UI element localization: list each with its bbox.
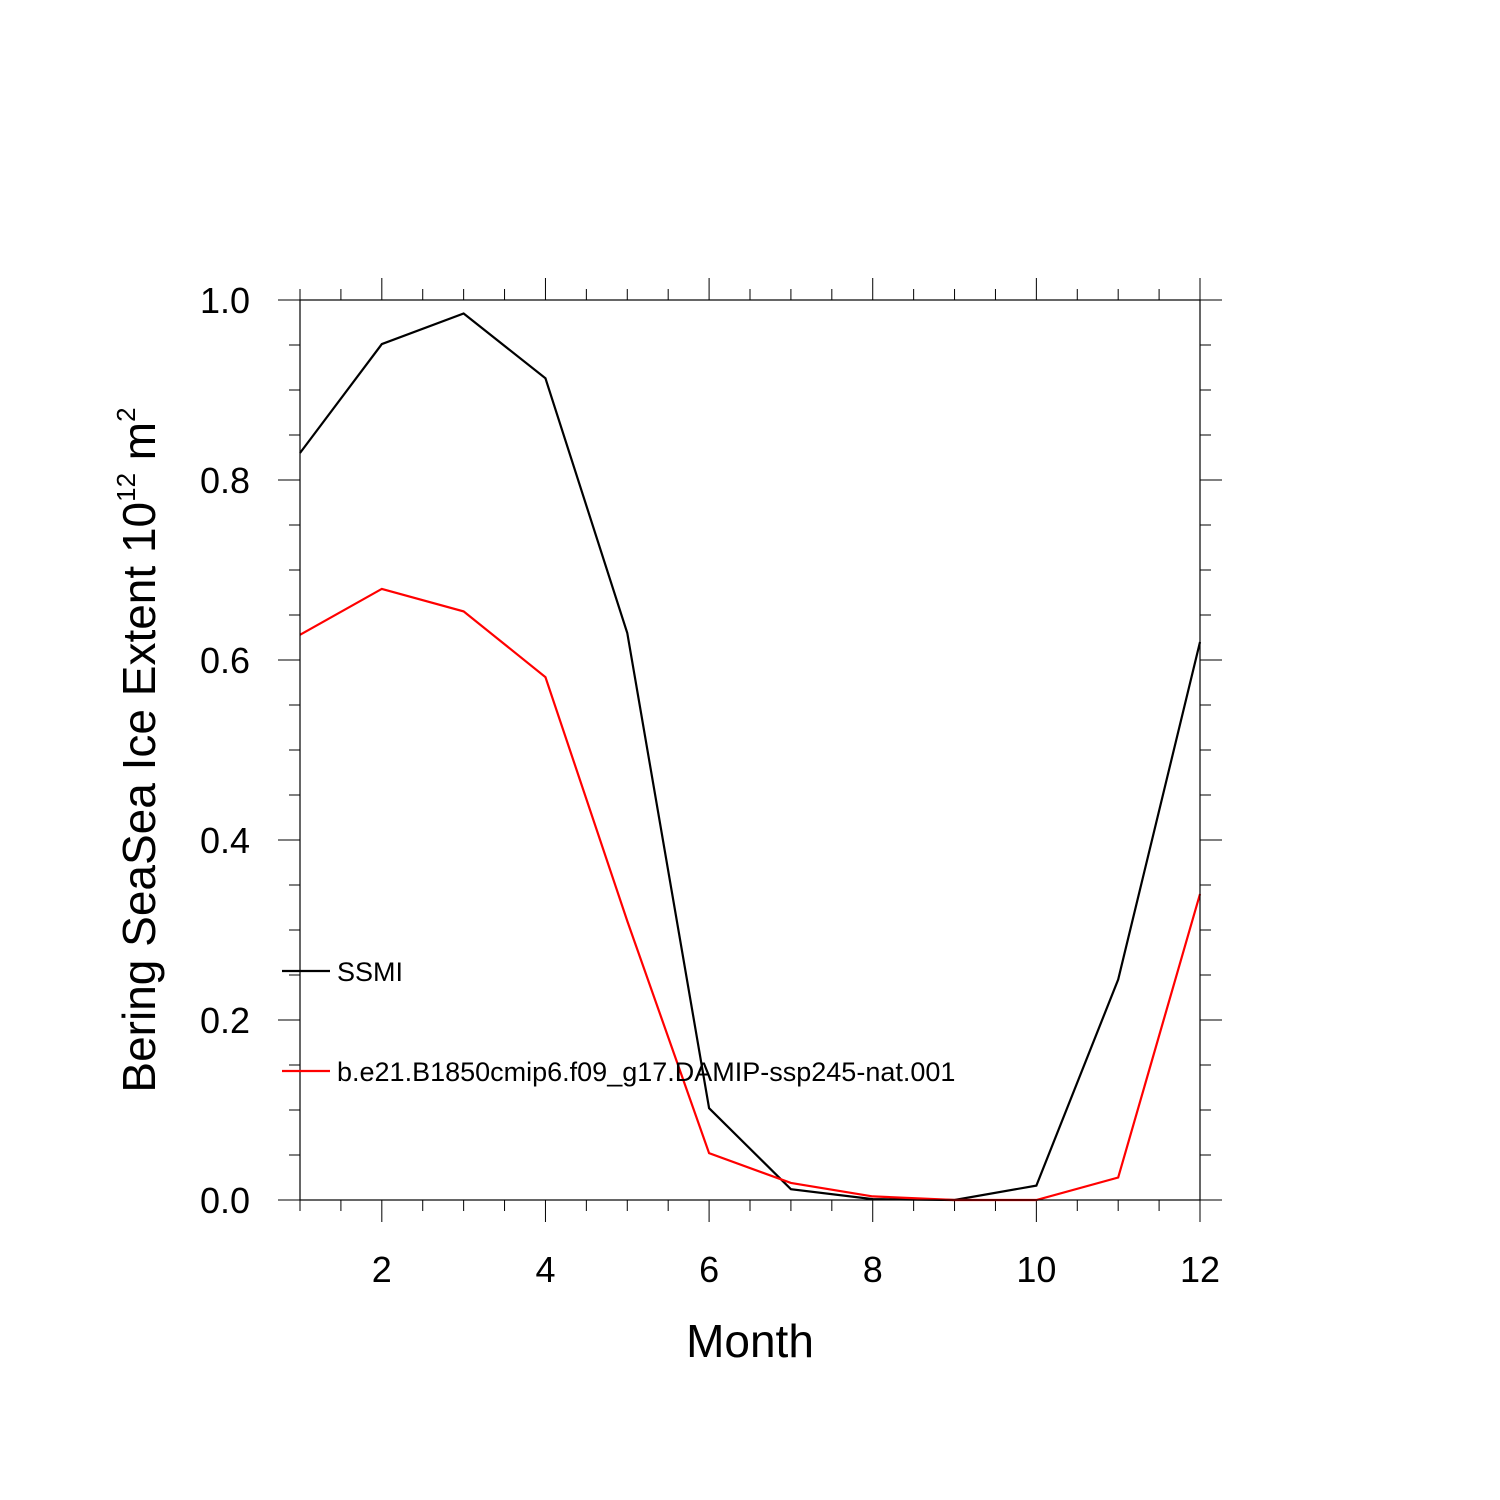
y-tick-label: 1.0 bbox=[200, 280, 250, 321]
x-tick-label: 6 bbox=[699, 1249, 719, 1290]
x-tick-label: 10 bbox=[1016, 1249, 1056, 1290]
y-axis-label: Bering SeaSea Ice Extent 1012 m2 bbox=[111, 407, 165, 1092]
y-axis-label-unit: m bbox=[113, 422, 165, 473]
y-tick-label: 0.2 bbox=[200, 1000, 250, 1041]
legend-label: b.e21.B1850cmip6.f09_g17.DAMIP-ssp245-na… bbox=[337, 1057, 955, 1087]
tick-labels: 2 4 6 8 10 12 0.0 0.2 0.4 0.6 0.8 1.0 bbox=[200, 280, 1220, 1290]
y-tick-label: 0.4 bbox=[200, 820, 250, 861]
y-axis-label-exponent: 12 bbox=[111, 473, 141, 502]
plot-frame bbox=[299, 299, 1201, 1201]
x-tick-label: 8 bbox=[863, 1249, 883, 1290]
axis-ticks bbox=[278, 278, 1222, 1222]
series-lines bbox=[299, 312, 1202, 1202]
series-line-1 bbox=[299, 312, 1202, 1202]
y-tick-label: 0.8 bbox=[200, 460, 250, 501]
y-tick-label: 0.0 bbox=[200, 1180, 250, 1221]
y-axis-label-text: Bering SeaSea Ice Extent 10 bbox=[113, 502, 165, 1093]
x-tick-label: 4 bbox=[535, 1249, 555, 1290]
legend-label: SSMI bbox=[337, 957, 403, 987]
x-tick-label: 12 bbox=[1180, 1249, 1220, 1290]
y-tick-label: 0.6 bbox=[200, 640, 250, 681]
x-tick-label: 2 bbox=[372, 1249, 392, 1290]
legend: SSMI b.e21.B1850cmip6.f09_g17.DAMIP-ssp24… bbox=[282, 957, 955, 1087]
x-axis-label: Month bbox=[686, 1315, 814, 1367]
series-line-2 bbox=[299, 587, 1202, 1202]
y-axis-label-unit-exponent: 2 bbox=[111, 407, 141, 421]
